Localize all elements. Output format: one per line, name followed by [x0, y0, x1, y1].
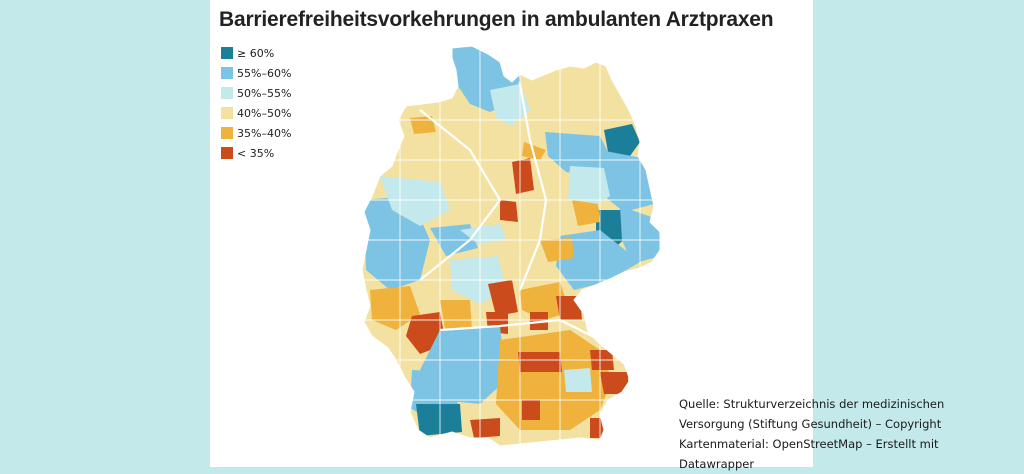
legend: ≥ 60% 55%–60% 50%–55% 40%–50% 35%–40% < …: [221, 43, 291, 163]
source-note: Quelle: Strukturverzeichnis der medizini…: [679, 397, 945, 471]
legend-swatch: [221, 87, 233, 99]
district-region: [520, 282, 570, 320]
district-region: [600, 372, 628, 394]
state-border: [518, 83, 548, 291]
legend-swatch: [221, 67, 233, 79]
district-region: [410, 116, 436, 134]
district-region: [518, 352, 562, 372]
legend-item: 35%–40%: [221, 123, 291, 143]
legend-swatch: [221, 47, 233, 59]
legend-item: ≥ 60%: [221, 43, 291, 63]
legend-label: < 35%: [237, 146, 275, 160]
district-region: [440, 300, 472, 334]
district-region: [568, 166, 610, 210]
district-region: [416, 404, 462, 436]
legend-swatch: [221, 147, 233, 159]
state-border: [439, 318, 601, 341]
district-region: [545, 132, 612, 176]
legend-label: 35%–40%: [237, 126, 292, 140]
state-borders: [419, 83, 601, 341]
district-region: [470, 418, 500, 438]
legend-label: 40%–50%: [237, 106, 292, 120]
district-region: [512, 158, 534, 194]
district-region: [596, 150, 654, 212]
legend-item: 40%–50%: [221, 103, 291, 123]
legend-item: 55%–60%: [221, 63, 291, 83]
district-region: [556, 230, 640, 290]
district-region: [604, 124, 640, 156]
district-region: [522, 400, 540, 420]
district-borders: [362, 46, 660, 446]
legend-label: ≥ 60%: [237, 46, 275, 60]
district-region: [540, 238, 574, 262]
chart-title: Barrierefreiheitsvorkehrungen in ambulan…: [219, 8, 774, 31]
district-region: [380, 176, 450, 226]
district-region: [370, 286, 420, 330]
border-lines: [362, 119, 660, 401]
district-region: [500, 200, 518, 222]
legend-swatch: [221, 107, 233, 119]
legend-item: 50%–55%: [221, 83, 291, 103]
country-outline: [361, 45, 661, 447]
district-region: [488, 280, 518, 316]
legend-item: < 35%: [221, 143, 291, 163]
legend-swatch: [221, 127, 233, 139]
legend-label: 55%–60%: [237, 66, 292, 80]
district-region: [564, 368, 592, 392]
border-lines: [399, 46, 641, 446]
legend-label: 50%–55%: [237, 86, 292, 100]
state-border: [419, 109, 502, 281]
district-region: [572, 200, 600, 226]
district-fills: [362, 46, 660, 446]
district-region: [460, 224, 506, 244]
